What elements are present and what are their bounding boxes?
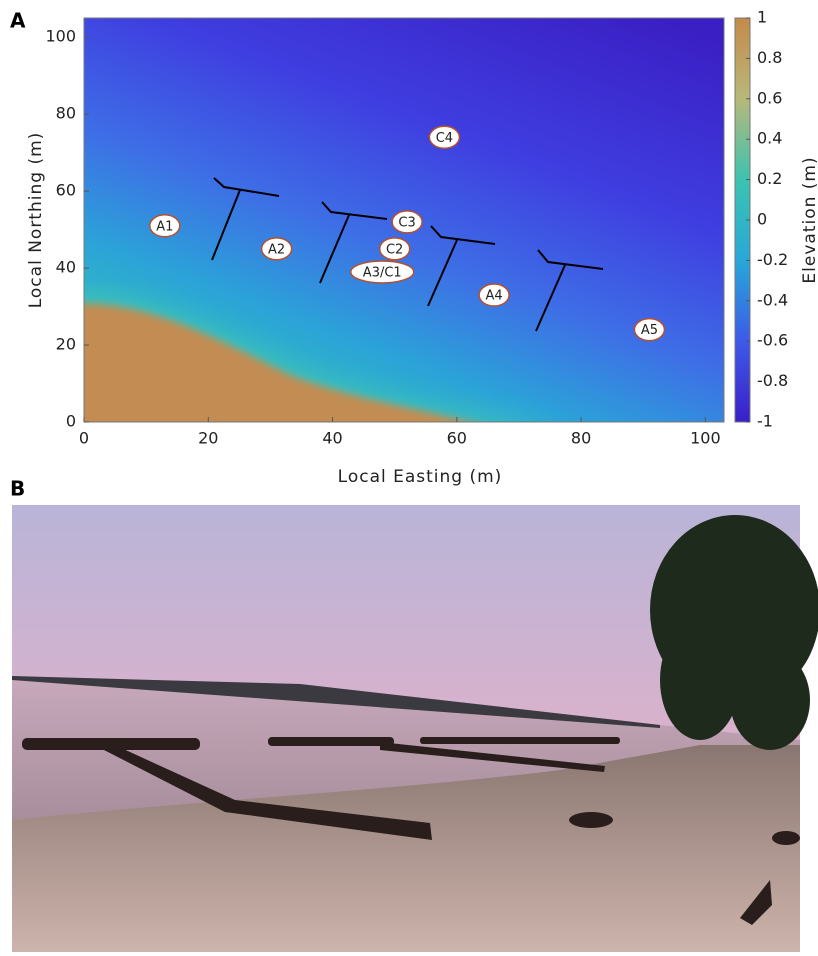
colorbar-tick-label: 0.2: [757, 169, 782, 188]
y-tick-label: 40: [56, 258, 76, 277]
x-tick-label: 20: [198, 429, 218, 448]
sample-label: A5: [641, 323, 658, 338]
x-tick-label: 40: [322, 429, 342, 448]
x-tick-label: 100: [690, 429, 721, 448]
colorbar-tick-label: -0.8: [757, 371, 788, 390]
colorbar-tick-label: -0.4: [757, 290, 788, 309]
colorbar-tick-label: -1: [757, 412, 773, 431]
colorbar-label: Elevation (m): [800, 156, 818, 283]
panel-label: A: [10, 9, 26, 33]
y-axis-label: Local Northing (m): [26, 132, 46, 309]
x-axis-label: Local Easting (m): [338, 467, 503, 487]
x-tick-label: 0: [79, 429, 89, 448]
colorbar-tick-label: 0: [757, 210, 767, 229]
x-tick-label: 80: [571, 429, 591, 448]
colorbar-tick-label: -0.2: [757, 250, 788, 269]
colorbar-tick-label: 1: [757, 8, 767, 27]
page: {"panel_a": "A", "panel_b": "B", "chart_…: [0, 0, 818, 952]
sample-label: A2: [268, 242, 285, 257]
colorbar-tick-label: 0.4: [757, 129, 782, 148]
sample-label: A3/C1: [363, 265, 402, 280]
sample-label: A4: [486, 289, 503, 304]
x-tick-label: 60: [447, 429, 467, 448]
sample-label: C4: [436, 131, 453, 146]
panel-label: B: [10, 477, 25, 501]
figure: A B Local Easting (m) Local Northing (m)…: [0, 0, 818, 952]
sample-label: C2: [386, 242, 403, 257]
colorbar-tick-label: -0.6: [757, 331, 788, 350]
sample-label: C3: [398, 215, 415, 230]
y-tick-label: 0: [66, 412, 76, 431]
colorbar-tick-label: 0.8: [757, 48, 782, 67]
y-tick-label: 80: [56, 104, 76, 123]
colorbar-tick-label: 0.6: [757, 88, 782, 107]
y-tick-label: 20: [56, 335, 76, 354]
sample-label: A1: [156, 219, 173, 234]
photo: [12, 505, 818, 952]
y-tick-label: 60: [56, 181, 76, 200]
y-tick-label: 100: [45, 27, 76, 46]
